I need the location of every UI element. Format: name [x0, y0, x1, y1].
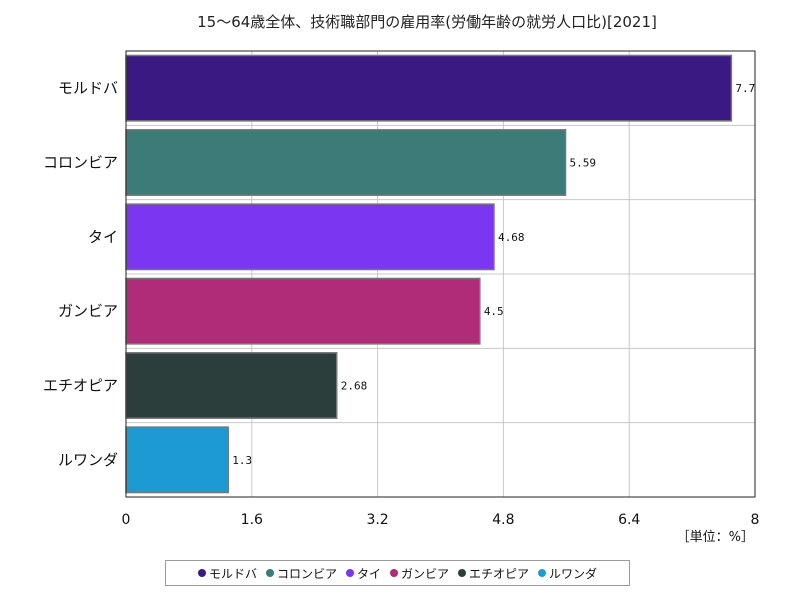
unit-label: ［単位：%］	[677, 529, 754, 545]
legend-item: ガンビア	[390, 565, 449, 582]
bars	[125, 54, 733, 494]
category-label: エチオピア	[43, 377, 118, 395]
legend-dot-icon	[197, 569, 206, 577]
legend-label: コロンビア	[276, 566, 337, 581]
legend-label: モルドバ	[208, 566, 257, 581]
bar	[125, 129, 567, 196]
legend-dot-icon	[538, 569, 547, 577]
legend-item: ルワンダ	[538, 565, 597, 582]
legend: モルドバ コロンビア タイ ガンビア エチオピア ルワンダ	[165, 560, 630, 586]
bar	[125, 54, 733, 122]
chart-title: 15～64歳全体、技術職部門の雇用率(労働年齢の就労人口比)[2021]	[197, 13, 657, 31]
legend-item: タイ	[345, 565, 381, 582]
legend-label: エチオピア	[469, 566, 530, 581]
legend-label: タイ	[356, 566, 381, 581]
legend-item: エチオピア	[458, 565, 529, 582]
data-label: 4.5	[484, 305, 504, 318]
x-tick-label: 3.2	[366, 512, 388, 528]
grid-lines	[126, 51, 755, 497]
data-label: 4.68	[498, 231, 524, 244]
data-label: 5.59	[570, 157, 597, 170]
legend-dot-icon	[345, 569, 354, 577]
x-tick-label: 1.6	[241, 512, 263, 528]
x-tick-label: 0	[122, 512, 131, 528]
x-tick-label: 6.4	[618, 512, 640, 528]
legend-dot-icon	[265, 569, 274, 577]
data-label: 7.7	[735, 82, 755, 95]
legend-dot-icon	[390, 569, 398, 577]
x-tick-label: 4.8	[492, 512, 514, 528]
bar	[125, 277, 481, 345]
plot-frame	[125, 50, 756, 498]
x-tick-label: 8	[751, 512, 760, 528]
bar	[125, 203, 495, 271]
category-label: タイ	[88, 228, 118, 246]
bar	[125, 352, 338, 419]
category-label: ルワンダ	[58, 451, 118, 469]
category-label: ガンビア	[58, 302, 118, 320]
category-label: コロンビア	[43, 154, 118, 172]
bar	[125, 426, 229, 494]
legend-label: ガンビア	[401, 566, 450, 581]
data-label: 2.68	[341, 380, 368, 393]
category-label: モルドバ	[58, 79, 118, 97]
legend-label: ルワンダ	[549, 566, 598, 581]
legend-item: モルドバ	[197, 565, 257, 582]
legend-item: コロンビア	[265, 565, 337, 582]
data-label: 1.3	[232, 454, 252, 467]
labels: 0 1.6 3.2 4.8 6.4 8 モルドバ 7.7 コロンビア 5.59 タイ 4.68 ガンビア…	[43, 79, 759, 528]
legend-dot-icon	[458, 569, 467, 577]
